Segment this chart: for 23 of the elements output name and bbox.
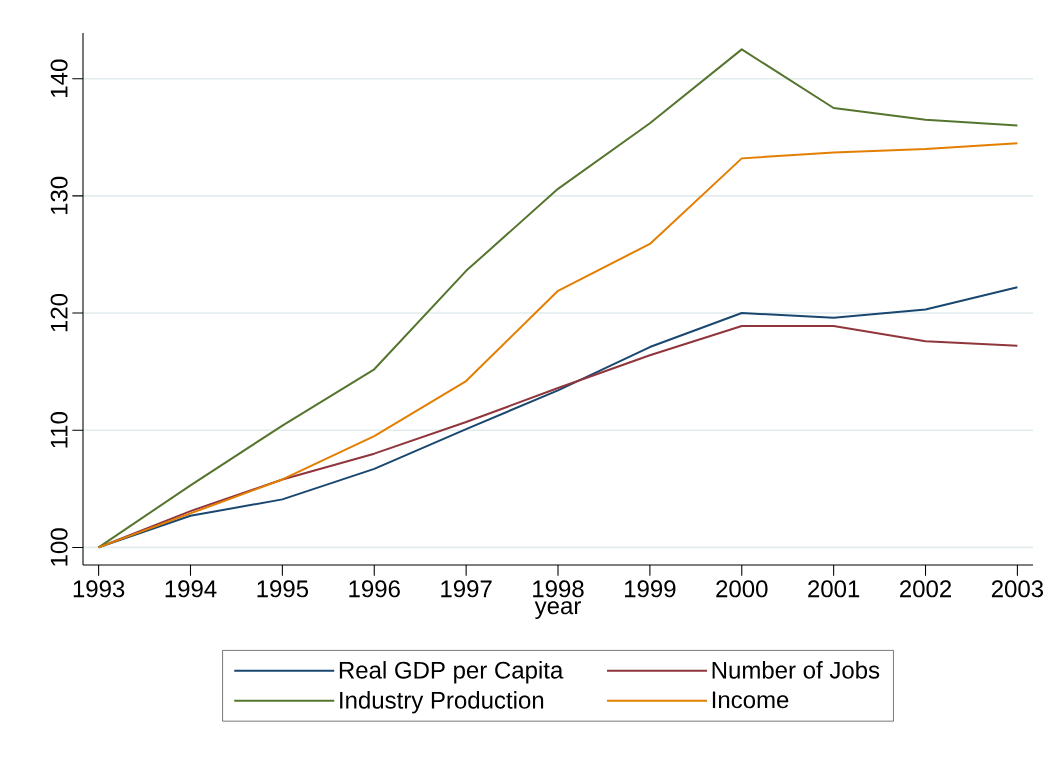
y-tick-label: 120 [50, 293, 68, 332]
x-tick-label: 1998 [533, 580, 584, 598]
y-tick-label: 100 [50, 528, 68, 566]
legend-label: Real GDP per Capita [339, 661, 564, 684]
y-tick-label: 130 [50, 176, 68, 215]
legend-label: Income [712, 691, 789, 709]
x-tick-label: 1999 [625, 580, 676, 598]
x-tick-label: 2001 [808, 580, 860, 598]
y-tick-label: 140 [50, 59, 68, 97]
x-axis-title: year [534, 601, 581, 620]
x-tick-label: 1994 [165, 580, 217, 598]
line-series [97, 142, 1019, 549]
y-tick-label: 110 [50, 412, 68, 448]
line-series [97, 48, 1019, 549]
x-tick-label: 1997 [441, 580, 492, 598]
legend-label: Number of Jobs [712, 661, 880, 679]
x-tick-label: 1993 [73, 580, 125, 598]
x-tick-label: 2000 [716, 580, 768, 598]
legend-label: Industry Production [340, 691, 544, 714]
x-tick-label: 2002 [900, 580, 952, 598]
x-tick-label: 2003 [991, 580, 1044, 598]
x-tick-label: 1996 [349, 580, 400, 598]
x-tick-label: 1995 [257, 580, 309, 598]
